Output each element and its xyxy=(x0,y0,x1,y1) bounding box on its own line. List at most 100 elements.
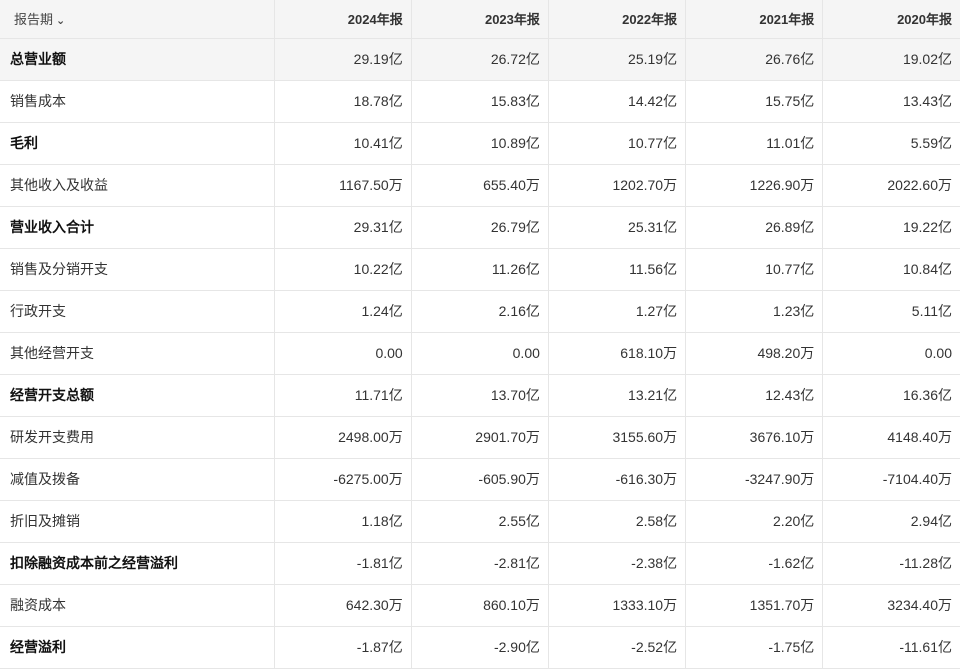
table-row: 经营溢利 -1.87亿 -2.90亿 -2.52亿 -1.75亿 -11.61亿 xyxy=(0,626,960,669)
table-cell: 0.00 xyxy=(822,332,960,375)
row-label: 折旧及摊销 xyxy=(0,500,275,543)
table-cell: 1202.70万 xyxy=(548,164,687,207)
row-label: 毛利 xyxy=(0,122,275,165)
table-cell: 12.43亿 xyxy=(685,374,824,417)
table-row: 减值及拨备 -6275.00万 -605.90万 -616.30万 -3247.90万 -… xyxy=(0,458,960,501)
table-row: 营业收入合计 29.31亿 26.79亿 25.31亿 26.89亿 19.22亿 xyxy=(0,206,960,249)
row-label: 销售成本 xyxy=(0,80,275,123)
row-label: 减值及拨备 xyxy=(0,458,275,501)
table-cell: 25.31亿 xyxy=(548,206,687,249)
table-cell: -1.62亿 xyxy=(685,542,824,585)
table-cell: 1.24亿 xyxy=(274,290,412,333)
row-label: 其他经营开支 xyxy=(0,332,275,375)
table-row: 其他经营开支 0.00 0.00 618.10万 498.20万 0.00 xyxy=(0,332,960,375)
table-cell: -1.75亿 xyxy=(685,626,824,669)
table-cell: 10.22亿 xyxy=(274,248,412,291)
table-cell: 3234.40万 xyxy=(822,584,960,627)
table-cell: 29.31亿 xyxy=(274,206,412,249)
table-cell: 29.19亿 xyxy=(274,38,412,81)
table-cell: 642.30万 xyxy=(274,584,412,627)
table-cell: 2022.60万 xyxy=(822,164,960,207)
table-row: 销售及分销开支 10.22亿 11.26亿 11.56亿 10.77亿 10.84亿 xyxy=(0,248,960,291)
table-cell: 10.77亿 xyxy=(548,122,687,165)
table-cell: -1.87亿 xyxy=(274,626,412,669)
table-row: 行政开支 1.24亿 2.16亿 1.27亿 1.23亿 5.11亿 xyxy=(0,290,960,333)
table-cell: 2.20亿 xyxy=(685,500,824,543)
table-cell: 1351.70万 xyxy=(685,584,824,627)
column-header: 2020年报 xyxy=(822,0,960,39)
table-cell: 0.00 xyxy=(411,332,549,375)
column-header: 2022年报 xyxy=(548,0,687,39)
period-selector-label: 报告期 xyxy=(14,12,54,28)
column-header: 2021年报 xyxy=(685,0,824,39)
row-label: 经营开支总额 xyxy=(0,374,275,417)
table-row: 毛利 10.41亿 10.89亿 10.77亿 11.01亿 5.59亿 xyxy=(0,122,960,165)
table-cell: 16.36亿 xyxy=(822,374,960,417)
table-row: 总营业额 29.19亿 26.72亿 25.19亿 26.76亿 19.02亿 xyxy=(0,38,960,81)
table-cell: 0.00 xyxy=(274,332,412,375)
table-cell: -7104.40万 xyxy=(822,458,960,501)
column-header: 2023年报 xyxy=(411,0,549,39)
table-cell: 1.27亿 xyxy=(548,290,687,333)
table-cell: 10.41亿 xyxy=(274,122,412,165)
period-selector[interactable]: 报告期 ⌄ xyxy=(0,0,275,39)
table-cell: -2.90亿 xyxy=(411,626,549,669)
table-cell: -6275.00万 xyxy=(274,458,412,501)
table-cell: 2.94亿 xyxy=(822,500,960,543)
table-cell: 618.10万 xyxy=(548,332,687,375)
table-cell: 3676.10万 xyxy=(685,416,824,459)
table-row: 经营开支总额 11.71亿 13.70亿 13.21亿 12.43亿 16.36亿 xyxy=(0,374,960,417)
table-cell: 19.02亿 xyxy=(822,38,960,81)
table-cell: -2.38亿 xyxy=(548,542,687,585)
row-label: 行政开支 xyxy=(0,290,275,333)
table-cell: 10.84亿 xyxy=(822,248,960,291)
table-cell: 13.70亿 xyxy=(411,374,549,417)
table-cell: 1333.10万 xyxy=(548,584,687,627)
table-row: 销售成本 18.78亿 15.83亿 14.42亿 15.75亿 13.43亿 xyxy=(0,80,960,123)
table-cell: -3247.90万 xyxy=(685,458,824,501)
row-label: 经营溢利 xyxy=(0,626,275,669)
table-row: 扣除融资成本前之经营溢利 -1.81亿 -2.81亿 -2.38亿 -1.62亿 -11.… xyxy=(0,542,960,585)
table-cell: 1167.50万 xyxy=(274,164,412,207)
table-cell: 655.40万 xyxy=(411,164,549,207)
table-cell: 19.22亿 xyxy=(822,206,960,249)
table-cell: 860.10万 xyxy=(411,584,549,627)
table-cell: 4148.40万 xyxy=(822,416,960,459)
table-cell: 15.75亿 xyxy=(685,80,824,123)
table-cell: -2.81亿 xyxy=(411,542,549,585)
table-cell: 26.72亿 xyxy=(411,38,549,81)
table-cell: 2901.70万 xyxy=(411,416,549,459)
table-cell: -616.30万 xyxy=(548,458,687,501)
table-cell: 5.11亿 xyxy=(822,290,960,333)
table-cell: -11.28亿 xyxy=(822,542,960,585)
table-cell: -11.61亿 xyxy=(822,626,960,669)
table-cell: 26.89亿 xyxy=(685,206,824,249)
table-row: 融资成本 642.30万 860.10万 1333.10万 1351.70万 3234.4… xyxy=(0,584,960,627)
table-cell: 10.77亿 xyxy=(685,248,824,291)
table-cell: 10.89亿 xyxy=(411,122,549,165)
table-cell: 1226.90万 xyxy=(685,164,824,207)
table-cell: 2.16亿 xyxy=(411,290,549,333)
table-cell: 2.58亿 xyxy=(548,500,687,543)
table-cell: -605.90万 xyxy=(411,458,549,501)
table-row: 研发开支费用 2498.00万 2901.70万 3155.60万 3676.10万 41… xyxy=(0,416,960,459)
table-cell: 1.23亿 xyxy=(685,290,824,333)
row-label: 研发开支费用 xyxy=(0,416,275,459)
table-cell: 11.71亿 xyxy=(274,374,412,417)
chevron-down-icon: ⌄ xyxy=(56,15,66,28)
table-cell: 13.43亿 xyxy=(822,80,960,123)
table-cell: 11.56亿 xyxy=(548,248,687,291)
table-cell: 18.78亿 xyxy=(274,80,412,123)
table-cell: 2.55亿 xyxy=(411,500,549,543)
table-cell: -2.52亿 xyxy=(548,626,687,669)
table-row: 折旧及摊销 1.18亿 2.55亿 2.58亿 2.20亿 2.94亿 xyxy=(0,500,960,543)
header-row: 报告期 ⌄ 2024年报 2023年报 2022年报 2021年报 2020年报 xyxy=(0,0,960,39)
row-label: 其他收入及收益 xyxy=(0,164,275,207)
table-cell: 13.21亿 xyxy=(548,374,687,417)
table-cell: 26.79亿 xyxy=(411,206,549,249)
table-cell: -1.81亿 xyxy=(274,542,412,585)
table-cell: 5.59亿 xyxy=(822,122,960,165)
row-label: 融资成本 xyxy=(0,584,275,627)
table-cell: 14.42亿 xyxy=(548,80,687,123)
